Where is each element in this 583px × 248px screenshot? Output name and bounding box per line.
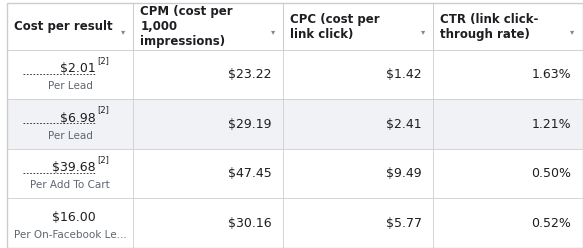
Bar (283, 198, 433, 248)
Bar (6, 149, 134, 198)
Text: CPC (cost per
link click): CPC (cost per link click) (290, 13, 380, 41)
Bar (433, 99, 583, 149)
Bar (433, 3, 583, 50)
Bar (134, 50, 283, 99)
Bar (433, 50, 583, 99)
Text: $29.19: $29.19 (229, 118, 272, 131)
Text: 0.52%: 0.52% (532, 217, 571, 230)
Text: CTR (link click-
through rate): CTR (link click- through rate) (440, 13, 539, 41)
Text: Per On-Facebook Le...: Per On-Facebook Le... (13, 230, 127, 240)
Bar (6, 50, 134, 99)
Text: $2.01: $2.01 (59, 62, 96, 75)
Text: 1.63%: 1.63% (532, 68, 571, 81)
Text: [2]: [2] (97, 105, 109, 114)
Text: CPM (cost per
1,000
impressions): CPM (cost per 1,000 impressions) (141, 5, 233, 48)
Bar (283, 3, 433, 50)
Text: $16.00: $16.00 (52, 211, 96, 224)
Text: $23.22: $23.22 (229, 68, 272, 81)
Bar (134, 198, 283, 248)
Text: ▾: ▾ (570, 27, 575, 36)
Text: [2]: [2] (97, 56, 109, 65)
Text: $6.98: $6.98 (59, 112, 96, 125)
Bar (433, 149, 583, 198)
Text: $39.68: $39.68 (52, 161, 96, 174)
Bar (6, 99, 134, 149)
Bar (134, 3, 283, 50)
Text: 1.21%: 1.21% (532, 118, 571, 131)
Bar (433, 198, 583, 248)
Text: $5.77: $5.77 (385, 217, 422, 230)
Text: Per Add To Cart: Per Add To Cart (30, 180, 110, 190)
Text: [2]: [2] (97, 155, 109, 164)
Text: 0.50%: 0.50% (532, 167, 571, 180)
Bar (6, 3, 134, 50)
Text: ▾: ▾ (271, 27, 275, 36)
Text: ▾: ▾ (121, 27, 125, 36)
Bar (283, 50, 433, 99)
Text: $1.42: $1.42 (386, 68, 422, 81)
Bar (6, 198, 134, 248)
Text: $47.45: $47.45 (228, 167, 272, 180)
Bar (283, 149, 433, 198)
Bar (283, 99, 433, 149)
Text: $30.16: $30.16 (228, 217, 272, 230)
Text: Per Lead: Per Lead (48, 131, 93, 141)
Bar (134, 149, 283, 198)
Text: ▾: ▾ (420, 27, 425, 36)
Bar (134, 99, 283, 149)
Text: $9.49: $9.49 (386, 167, 422, 180)
Text: $2.41: $2.41 (386, 118, 422, 131)
Text: Cost per result: Cost per result (13, 20, 112, 33)
Text: Per Lead: Per Lead (48, 81, 93, 91)
